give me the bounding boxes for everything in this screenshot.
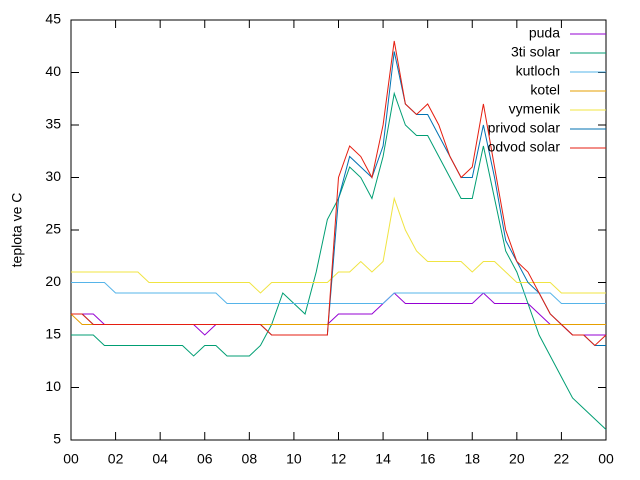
x-tick-label: 06 <box>197 451 213 467</box>
x-tick-label: 18 <box>464 451 480 467</box>
y-tick-label: 5 <box>53 431 61 447</box>
legend-label: kotel <box>530 82 560 98</box>
series-line <box>71 282 606 304</box>
x-tick-label: 02 <box>108 451 124 467</box>
legend-label: privod solar <box>488 120 561 136</box>
y-tick-label: 45 <box>45 11 61 27</box>
x-tick-label: 08 <box>242 451 258 467</box>
series-line <box>71 40 607 347</box>
y-axis-label: teplota ve C <box>9 193 25 268</box>
y-tick-label: 25 <box>45 221 61 237</box>
y-tick-label: 20 <box>45 273 61 289</box>
legend-label: puda <box>529 25 560 41</box>
legend-label: kutloch <box>516 63 560 79</box>
legend-label: vymenik <box>509 101 561 117</box>
legend-label: odvod solar <box>488 139 561 155</box>
x-tick-label: 20 <box>509 451 525 467</box>
x-tick-label: 00 <box>63 451 79 467</box>
x-tick-label: 10 <box>286 451 302 467</box>
x-tick-label: 04 <box>152 451 168 467</box>
x-tick-label: 22 <box>554 451 570 467</box>
y-tick-label: 10 <box>45 378 61 394</box>
legend-label: 3ti solar <box>511 44 560 60</box>
x-tick-label: 12 <box>331 451 347 467</box>
y-tick-label: 40 <box>45 63 61 79</box>
x-tick-label: 00 <box>598 451 614 467</box>
y-tick-label: 30 <box>45 168 61 184</box>
series-line <box>71 196 606 294</box>
plot-border <box>70 19 607 441</box>
y-tick-label: 15 <box>45 326 61 342</box>
y-tick-label: 35 <box>45 116 61 132</box>
x-tick-label: 14 <box>375 451 391 467</box>
x-tick-label: 16 <box>420 451 436 467</box>
